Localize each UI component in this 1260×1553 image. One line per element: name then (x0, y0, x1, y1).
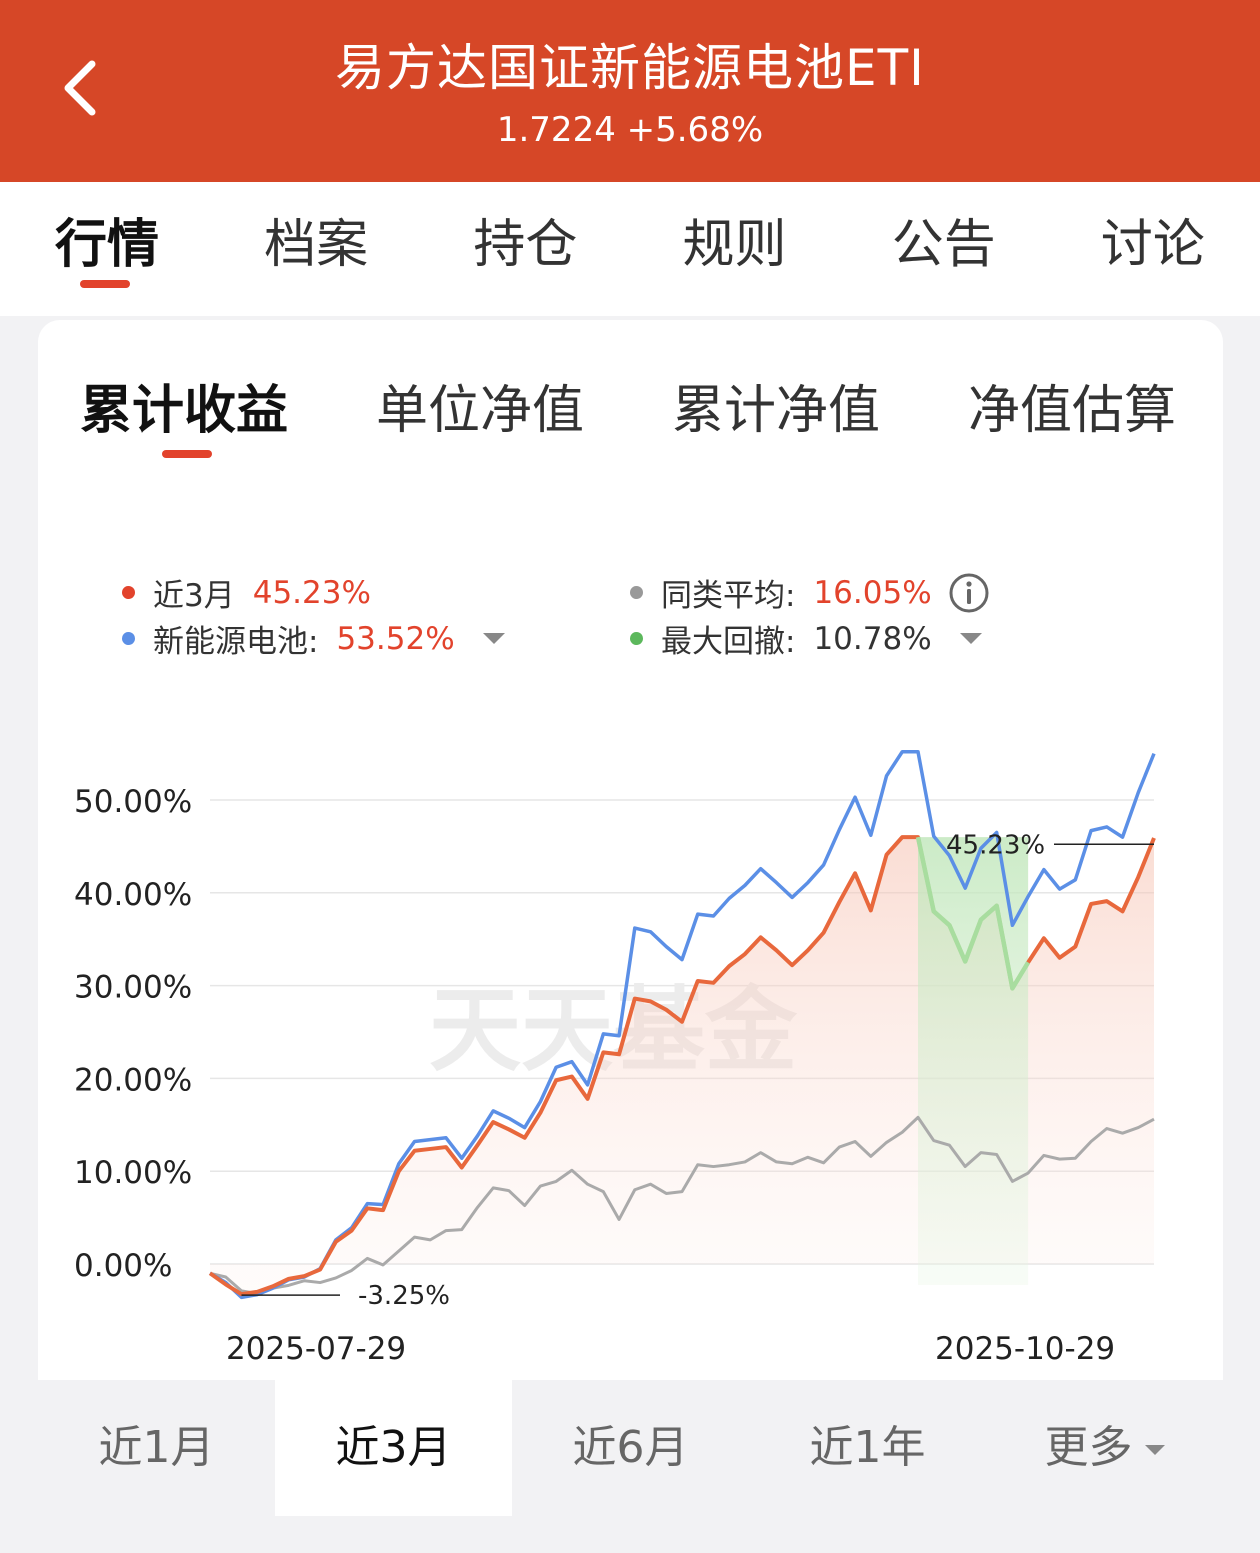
tab-announcements[interactable]: 公告 (889, 182, 999, 316)
period-label: 近1月 (98, 1422, 215, 1473)
tab-label: 讨论 (1100, 215, 1205, 275)
legend-value: 53.52% (336, 620, 455, 657)
tab-nav-estimate[interactable]: 净值估算 (968, 381, 1177, 441)
period-label: 更多 (1044, 1422, 1133, 1473)
legend-fund: 近3月 45.23% (122, 570, 371, 615)
chart-card: 累计收益 单位净值 累计净值 净值估算 近3月 45.23% 新能源电池: 53… (38, 320, 1223, 1380)
y-tick-label: 20.00% (74, 1062, 192, 1098)
tab-quotes[interactable]: 行情 (52, 182, 162, 316)
tab-accumulated-nav[interactable]: 累计净值 (672, 381, 881, 441)
caret-down-icon[interactable] (959, 633, 982, 644)
tab-rules[interactable]: 规则 (680, 182, 790, 316)
y-tick-label: 40.00% (74, 877, 192, 913)
back-button[interactable] (40, 40, 120, 140)
legend-value: 16.05% (813, 574, 932, 611)
chevron-left-icon (60, 58, 100, 122)
x-tick-label: 2025-07-29 (226, 1331, 406, 1367)
info-icon[interactable] (948, 572, 990, 614)
fund-price-change: 1.7224 +5.68% (496, 110, 764, 150)
legend-label: 最大回撤: (661, 624, 796, 660)
period-1m[interactable]: 近1月 (38, 1380, 275, 1516)
legend-drawdown[interactable]: 最大回撤: 10.78% (630, 616, 982, 661)
tab-holdings[interactable]: 持仓 (470, 182, 580, 316)
period-label: 近3月 (335, 1422, 452, 1473)
legend-label: 近3月 (153, 578, 235, 614)
period-label: 近1年 (809, 1422, 926, 1473)
min-annotation-label: -3.25% (358, 1281, 450, 1311)
y-tick-label: 30.00% (74, 970, 192, 1006)
legend-label: 同类平均: (661, 578, 796, 614)
legend-peer: 同类平均: 16.05% (630, 570, 990, 615)
main-tab-bar: 行情 档案 持仓 规则 公告 讨论 (0, 182, 1260, 316)
caret-down-icon[interactable] (482, 633, 505, 644)
legend-dot (630, 586, 643, 599)
tab-cumulative-return[interactable]: 累计收益 (80, 381, 289, 441)
series-line-peer-average (209, 1115, 1155, 1296)
chart-legend: 近3月 45.23% 新能源电池: 53.52% 同类平均: 16.05% 最大… (38, 570, 1223, 670)
drawdown-segment (915, 836, 1031, 991)
legend-index[interactable]: 新能源电池: 53.52% (122, 616, 505, 661)
period-selector: 近1月 近3月 近6月 近1年 更多 (38, 1380, 1223, 1516)
tab-label: 行情 (54, 215, 159, 275)
active-subtab-indicator (162, 450, 212, 458)
chart-type-tabs: 累计收益 单位净值 累计净值 净值估算 (38, 368, 1223, 468)
legend-label: 新能源电池: (153, 624, 319, 660)
active-tab-indicator (80, 280, 130, 288)
tab-profile[interactable]: 档案 (261, 182, 371, 316)
return-chart[interactable]: 50.00% 40.00% 30.00% 20.00% 10.00% 0.00% 天天基金 4… (38, 720, 1223, 1380)
header-bar: 易方达国证新能源电池ETI 1.7224 +5.68% (0, 0, 1260, 182)
tab-label: 公告 (891, 215, 996, 275)
max-annotation-label: 45.23% (946, 830, 1045, 860)
period-more[interactable]: 更多 (986, 1380, 1223, 1516)
legend-dot (122, 586, 135, 599)
tab-label: 档案 (264, 215, 369, 275)
legend-value: 45.23% (252, 574, 371, 611)
tab-discussion[interactable]: 讨论 (1098, 182, 1208, 316)
line-chart-svg: 50.00%40.00%30.00%20.00%10.00%0.00%天天基金4… (74, 749, 1156, 1367)
legend-dot (630, 632, 643, 645)
period-6m[interactable]: 近6月 (512, 1380, 749, 1516)
caret-down-icon (1144, 1445, 1165, 1455)
legend-value: 10.78% (813, 620, 932, 657)
tab-label: 持仓 (473, 215, 578, 275)
period-3m[interactable]: 近3月 (275, 1380, 512, 1516)
legend-dot (122, 632, 135, 645)
tab-label: 规则 (682, 215, 787, 275)
period-1y[interactable]: 近1年 (749, 1380, 986, 1516)
y-tick-label: 0.00% (74, 1248, 172, 1284)
tab-unit-nav[interactable]: 单位净值 (376, 381, 585, 441)
x-tick-label: 2025-10-29 (935, 1331, 1115, 1367)
fund-title: 易方达国证新能源电池ETI (335, 39, 925, 97)
series-line-index (209, 749, 1156, 1300)
y-tick-label: 50.00% (74, 784, 192, 820)
y-tick-label: 10.00% (74, 1155, 192, 1191)
period-label: 近6月 (572, 1422, 689, 1473)
